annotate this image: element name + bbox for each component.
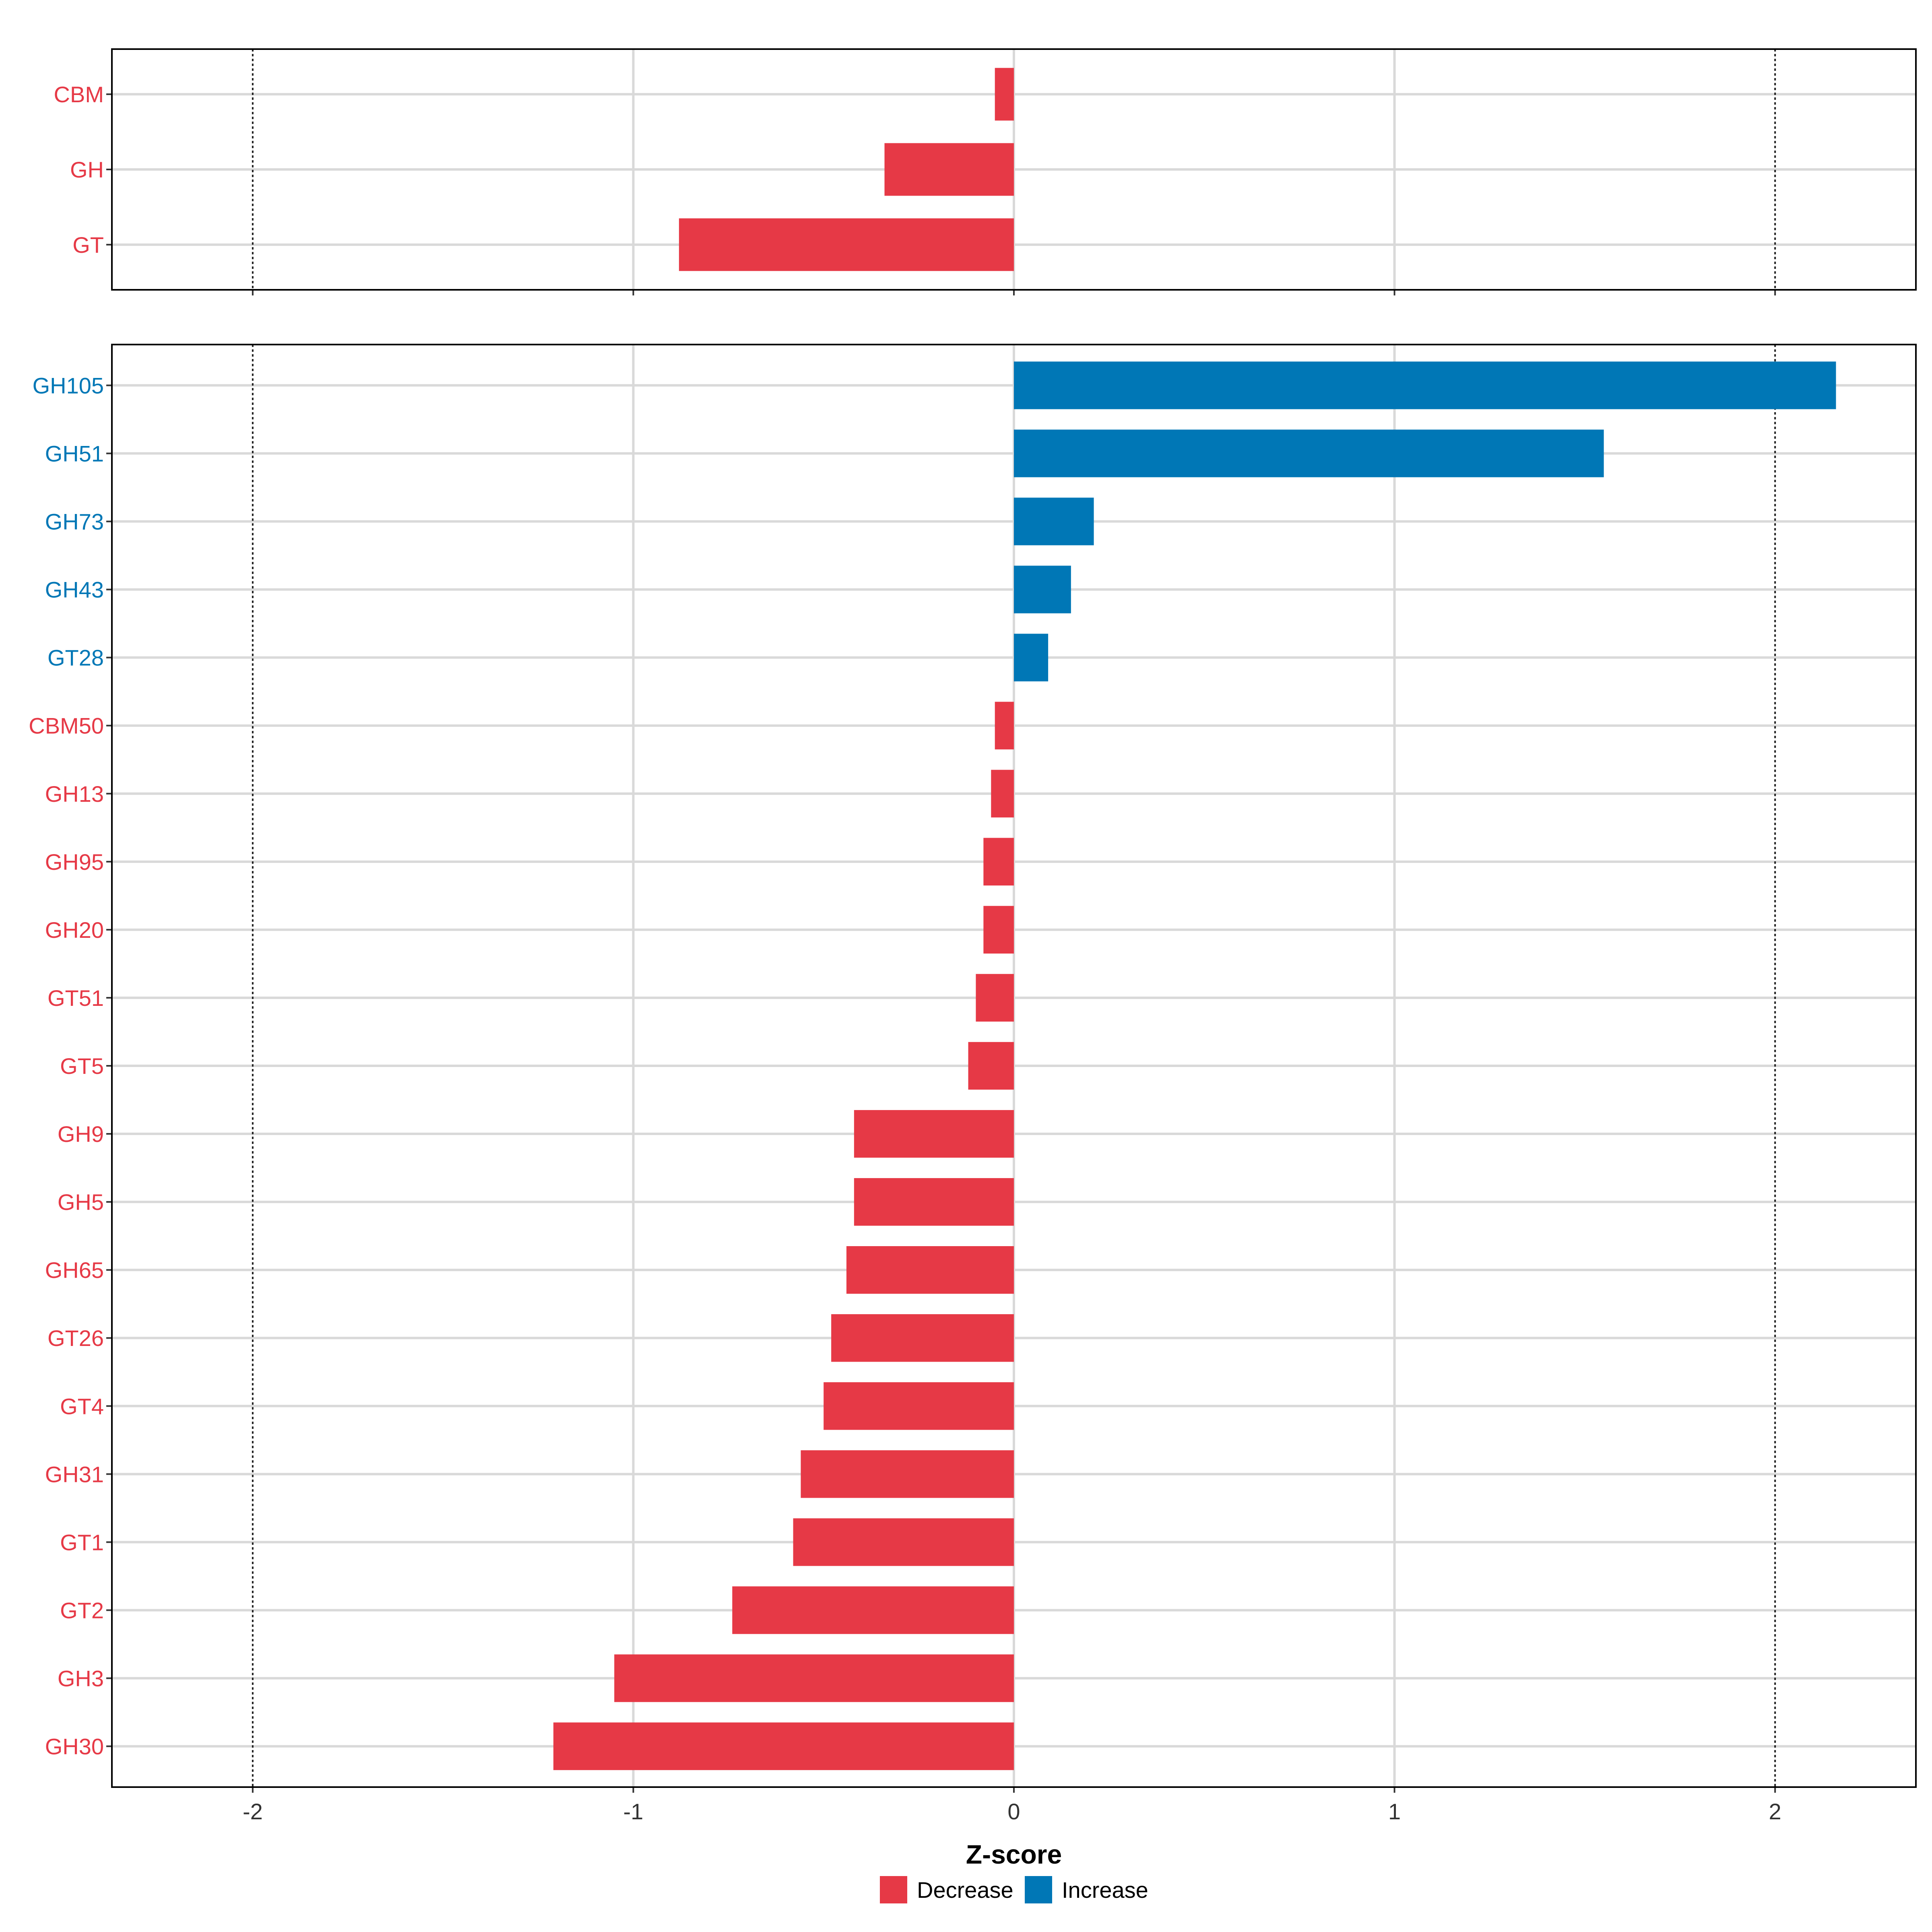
top-panel: CBM GH GT (54, 48, 1917, 295)
category-label: GH9 (58, 1121, 104, 1147)
bottom-panel: GH105 GH51 GH73 GH43 GT28 CBM50 GH13 GH95 GH20 GT… (29, 344, 1917, 1793)
category-label: GH13 (45, 781, 104, 807)
bar-gt5 (968, 1042, 1014, 1090)
category-label: GT (72, 232, 104, 258)
bar-gh30 (553, 1722, 1014, 1770)
category-label: GT5 (60, 1053, 104, 1079)
panel-border (111, 344, 1917, 1788)
x-tick-label: -2 (243, 1799, 263, 1824)
category-label: GT1 (60, 1530, 104, 1555)
bar-gh105 (1014, 361, 1836, 409)
panel-border (111, 48, 1917, 291)
bar-gt51 (976, 974, 1014, 1022)
legend-label-decrease: Decrease (917, 1877, 1013, 1903)
legend-label-increase: Increase (1062, 1877, 1148, 1903)
bar-gt26 (831, 1314, 1014, 1362)
category-label: CBM (54, 82, 104, 107)
bar-gt (679, 218, 1014, 271)
legend-swatch-decrease (880, 1876, 907, 1903)
category-label: GH95 (45, 849, 104, 875)
bar-gt2 (732, 1586, 1014, 1634)
category-label: GH65 (45, 1257, 104, 1283)
category-label: GT4 (60, 1393, 104, 1419)
bar-gh73 (1014, 497, 1094, 545)
bar-gh65 (846, 1246, 1014, 1294)
x-tick-label: 2 (1769, 1799, 1781, 1824)
category-label: GH5 (58, 1189, 104, 1215)
category-label: CBM50 (29, 713, 104, 739)
bar-gh3 (614, 1654, 1014, 1702)
bar-gt1 (793, 1518, 1014, 1566)
bar-cbm (995, 68, 1014, 121)
bar-gh (884, 143, 1014, 196)
category-label: GT2 (60, 1598, 104, 1623)
category-label: GH43 (45, 577, 104, 603)
category-label: GH3 (58, 1666, 104, 1691)
category-label: GH73 (45, 509, 104, 535)
category-label: GH51 (45, 441, 104, 466)
bar-gh13 (991, 770, 1014, 817)
bar-gt4 (824, 1382, 1014, 1430)
bar-gh20 (983, 906, 1014, 954)
x-axis-title: Z-score (966, 1839, 1062, 1869)
category-label: GT51 (47, 985, 104, 1011)
category-label: GH105 (33, 373, 104, 398)
legend: Decrease Increase (880, 1876, 1148, 1903)
bar-gh9 (854, 1110, 1014, 1158)
bar-gh31 (801, 1450, 1014, 1498)
x-tick-label: 1 (1388, 1799, 1401, 1824)
x-axis: -2 -1 0 1 2 (243, 1799, 1781, 1824)
bar-cbm50 (995, 702, 1014, 749)
bar-gh5 (854, 1178, 1014, 1226)
bar-gh51 (1014, 429, 1604, 477)
legend-swatch-increase (1025, 1876, 1052, 1903)
x-tick-label: -1 (623, 1799, 644, 1824)
x-tick-label: 0 (1007, 1799, 1020, 1824)
category-label: GT26 (47, 1325, 104, 1351)
category-label: GT28 (47, 645, 104, 671)
category-label: GH20 (45, 917, 104, 943)
category-label: GH (70, 157, 104, 182)
bar-gh95 (983, 838, 1014, 886)
category-label: GH31 (45, 1461, 104, 1487)
bar-gh43 (1014, 566, 1071, 613)
category-label: GH30 (45, 1734, 104, 1759)
bar-gt28 (1014, 634, 1049, 681)
